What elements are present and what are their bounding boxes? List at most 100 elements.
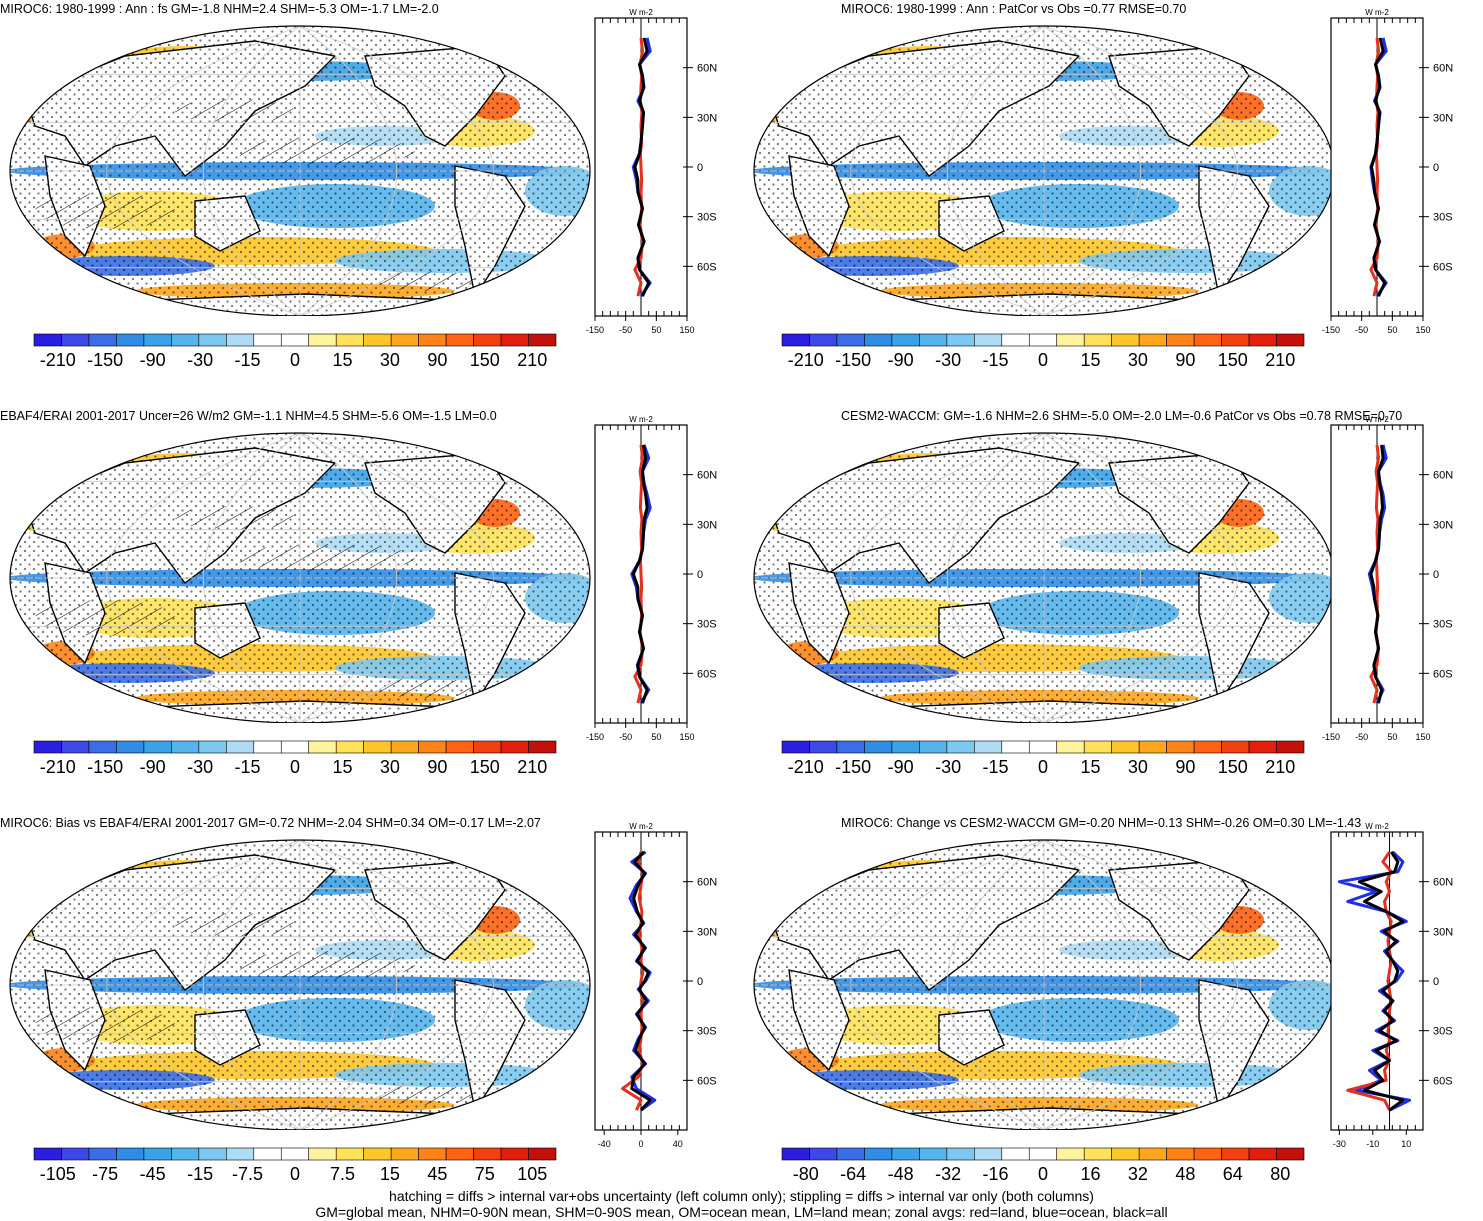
all-zonal-line [1369,444,1385,704]
ocean-zonal-line [1337,850,1412,1112]
colorbar-swatch [116,740,145,754]
hatch-region [35,1007,175,1043]
colorbar-swatch [445,1147,474,1161]
lat-label: 30S [1433,619,1453,631]
meridian [947,433,1045,723]
colorbar-swatch [1001,1147,1030,1161]
colorbar-label: -30 [187,350,214,370]
world-map [9,432,591,723]
zonal-unit: W m-2 [1365,415,1389,424]
colorbar-swatch [143,740,172,754]
x-tick-label: -50 [1355,325,1368,335]
colorbar-swatch [1166,740,1195,754]
meridian [299,840,494,1130]
lat-label: 30S [697,1026,717,1038]
meridian [1043,26,1238,316]
lat-label: 30N [697,519,717,531]
hatch-region [235,951,415,979]
x-tick-label: 50 [1387,732,1397,742]
hatch-region [175,99,295,123]
colorbar-label: 32 [1127,1164,1148,1184]
colorbar-label: -30 [935,350,962,370]
lat-label: 30N [1433,926,1453,938]
colorbar-label: -15 [187,1164,214,1184]
hatching [35,506,475,698]
colorbar-swatch [974,740,1003,754]
lat-label: 60S [1433,1075,1453,1087]
colorbar-swatch [473,333,502,347]
meridian [203,26,301,316]
colorbar-swatch [363,740,392,754]
colorbar-swatch [473,740,502,754]
colorbar [33,333,557,347]
meridian [947,840,1045,1130]
colorbar-label: -15 [982,350,1009,370]
colorbar-label: -90 [887,757,914,777]
land-zonal-line [1346,851,1393,1111]
map-panel-1: MIROC6: 1980-1999 : Ann : fs GM=-1.8 NHM… [0,0,741,407]
colorbar-label: -64 [840,1164,867,1184]
colorbar-labels: -210 -150 -90 -30 -15 0 15 30 90 150 210 [33,350,555,372]
x-tick-label: -50 [619,732,632,742]
colorbar-swatch [418,740,447,754]
colorbar-swatch [308,333,337,347]
meridian [106,433,301,723]
colorbar-swatch [1193,1147,1222,1161]
panel-title: MIROC6: 1980-1999 : Ann : fs GM=-1.8 NHM… [0,2,439,16]
colorbar-swatch [528,740,557,754]
colorbar-swatch [335,333,364,347]
colorbar-label: 150 [1217,350,1248,370]
colorbar-label: -210 [39,757,76,777]
colorbar-swatch [33,333,62,347]
colorbar-swatch [1028,740,1058,754]
colorbar [781,333,1305,347]
meridian [203,433,301,723]
colorbar-swatch [445,333,474,347]
lat-label: 60N [697,63,717,75]
meridian [106,26,301,316]
colorbar-label: 210 [1265,350,1296,370]
colorbar-swatch [974,333,1003,347]
land-zonal-line [633,444,644,704]
lat-label: 30S [1433,1026,1453,1038]
x-tick-label: 50 [651,325,661,335]
lat-label: 0 [697,976,703,988]
colorbar-swatch [891,1147,920,1161]
colorbar-swatch [919,333,948,347]
zonal-unit: W m-2 [1365,822,1389,831]
colorbar-swatch [1028,333,1058,347]
colorbar-label: 210 [1265,757,1296,777]
colorbar-swatch [280,1147,310,1161]
hatch-region [235,544,415,572]
panel-title: CESM2-WACCM: GM=-1.6 NHM=2.6 SHM=-5.0 OM… [841,409,1403,423]
colorbar-label: 15 [332,350,353,370]
colorbar-swatch [418,1147,447,1161]
colorbar-swatch [1056,1147,1085,1161]
colorbar-swatch [1248,333,1277,347]
zonal-unit: W m-2 [629,415,653,424]
colorbar-label: 90 [1175,757,1196,777]
colorbar-label: 0 [1037,757,1049,777]
colorbar-label: -16 [982,1164,1009,1184]
footnote-line-2: GM=global mean, NHM=0-90N mean, SHM=0-90… [315,1204,1168,1220]
colorbar-label: 105 [517,1164,548,1184]
world-map [9,839,591,1130]
colorbar-swatch [33,740,62,754]
x-tick-label: -150 [1322,325,1340,335]
map-border [9,839,591,1130]
colorbar-label: 30 [379,350,400,370]
graticule [754,26,1334,316]
x-tick-label: 50 [651,732,661,742]
colorbar-label: 15 [379,1164,400,1184]
x-tick-label: -40 [598,1139,611,1149]
colorbar [781,1147,1305,1161]
colorbar-swatch [1193,333,1222,347]
colorbar-swatch [116,1147,145,1161]
colorbar-swatch [253,740,282,754]
lat-label: 0 [1433,976,1439,988]
colorbar-label: -210 [787,757,824,777]
colorbar-swatch [1083,333,1112,347]
map-border [9,432,591,723]
colorbar-swatch [390,1147,419,1161]
lat-label: 60S [697,261,717,273]
